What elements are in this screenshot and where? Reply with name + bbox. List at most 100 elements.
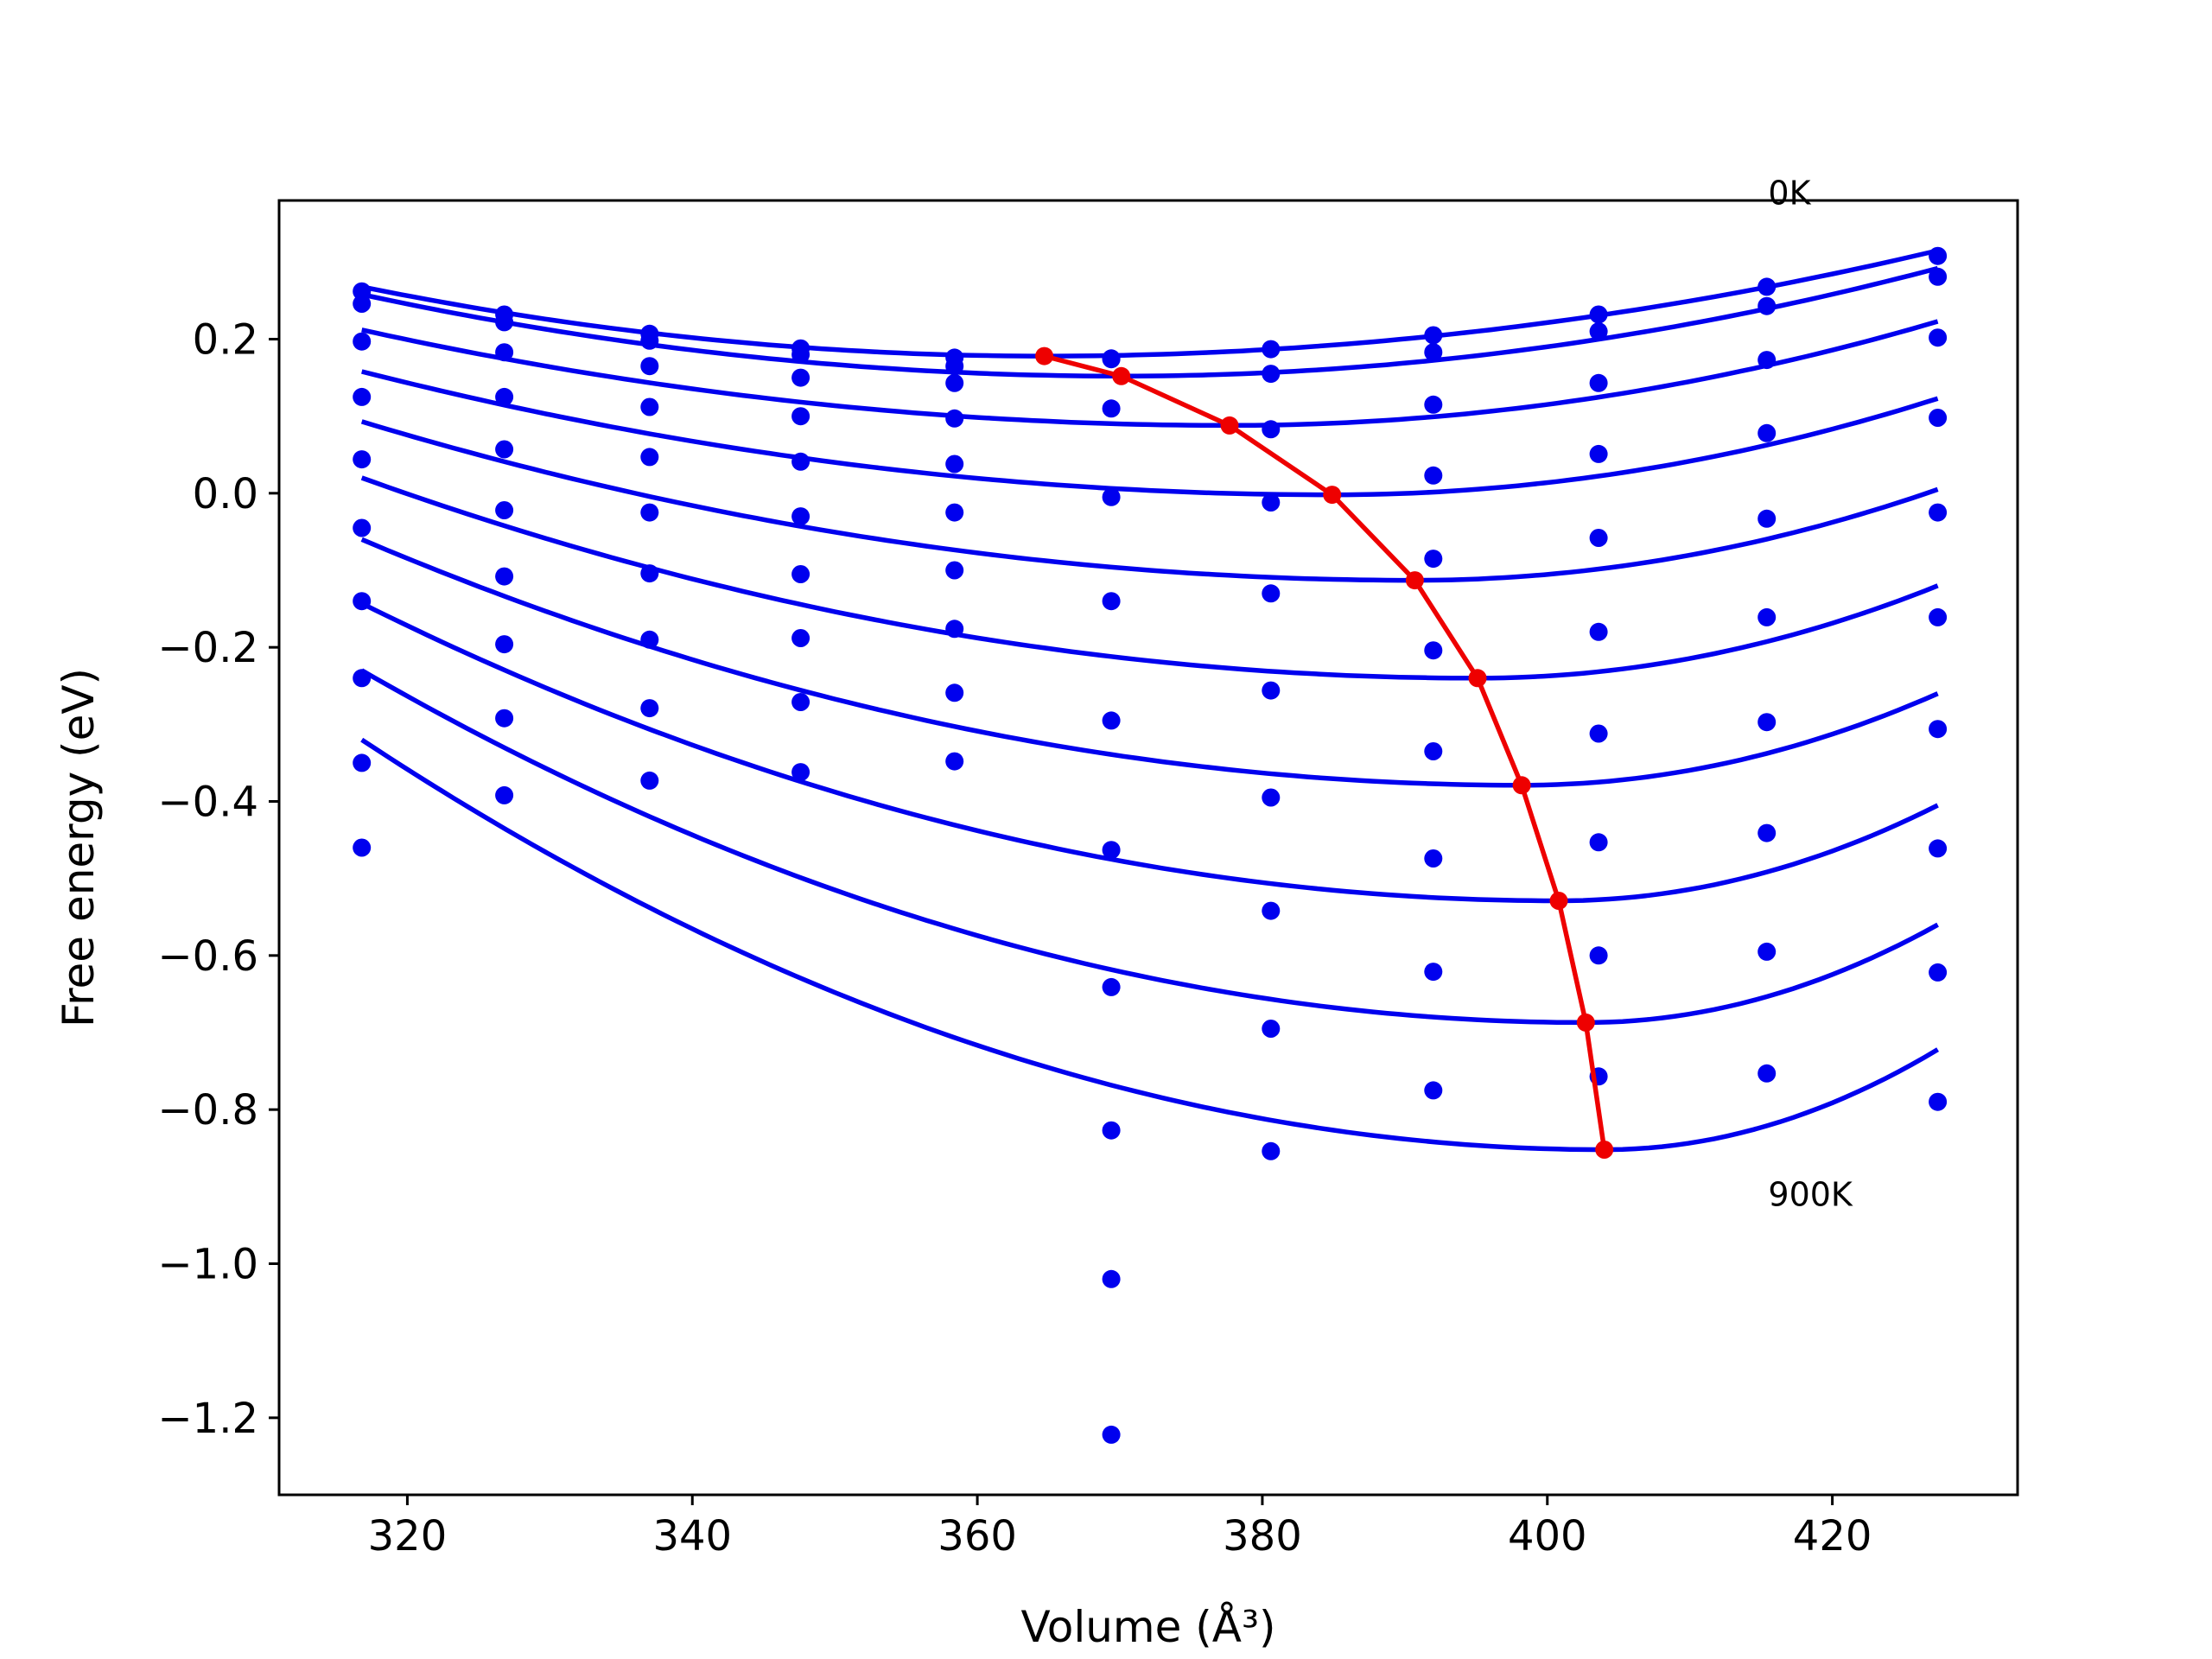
data-point bbox=[1102, 1425, 1121, 1444]
data-point bbox=[353, 332, 372, 351]
data-point bbox=[1929, 328, 1948, 347]
data-point bbox=[1424, 1081, 1443, 1100]
data-point bbox=[640, 699, 659, 718]
data-point bbox=[1102, 399, 1121, 418]
fit-curve-9 bbox=[360, 737, 1940, 1153]
data-point bbox=[791, 368, 810, 387]
fit-curve-7 bbox=[360, 601, 1939, 904]
data-point bbox=[791, 693, 810, 711]
data-point bbox=[1424, 963, 1443, 982]
data-point bbox=[495, 387, 514, 406]
y-tick-label: 0.2 bbox=[193, 316, 258, 365]
data-point bbox=[945, 561, 964, 580]
data-point bbox=[640, 503, 659, 522]
data-point bbox=[1102, 592, 1121, 611]
data-point bbox=[1758, 351, 1777, 370]
data-point bbox=[1929, 1092, 1948, 1111]
fit-curve-2 bbox=[361, 319, 1939, 429]
plot-area bbox=[353, 246, 1948, 1444]
data-point bbox=[353, 838, 372, 857]
data-point bbox=[791, 507, 810, 526]
data-point bbox=[791, 763, 810, 782]
data-point bbox=[1424, 742, 1443, 760]
fit-curve-3 bbox=[361, 369, 1939, 498]
data-point bbox=[1102, 841, 1121, 860]
data-point bbox=[495, 313, 514, 332]
data-point bbox=[1424, 550, 1443, 569]
data-point bbox=[1424, 343, 1443, 362]
fit-curve-8 bbox=[360, 668, 1939, 1026]
y-tick-label: −1.2 bbox=[157, 1395, 258, 1443]
data-point bbox=[1102, 349, 1121, 368]
y-tick-label: −0.6 bbox=[157, 932, 258, 981]
equilibrium-point bbox=[1549, 892, 1568, 910]
data-point bbox=[1758, 1064, 1777, 1083]
data-point bbox=[791, 452, 810, 471]
data-point bbox=[1424, 641, 1443, 660]
data-point bbox=[353, 669, 372, 688]
data-point bbox=[1758, 423, 1777, 442]
y-axis-label: Free energy (eV) bbox=[54, 668, 104, 1027]
y-tick-label: −0.4 bbox=[157, 779, 258, 827]
data-point bbox=[1929, 607, 1948, 626]
data-point bbox=[1589, 444, 1608, 463]
data-point bbox=[1758, 713, 1777, 732]
fit-curve-6 bbox=[360, 537, 1939, 788]
data-point bbox=[495, 567, 514, 586]
data-point bbox=[495, 501, 514, 519]
x-tick-label: 380 bbox=[1223, 1512, 1302, 1560]
data-point bbox=[1929, 839, 1948, 858]
data-point bbox=[1929, 267, 1948, 286]
data-point bbox=[1929, 246, 1948, 265]
data-point bbox=[1102, 977, 1121, 996]
data-point bbox=[1262, 1020, 1281, 1038]
equilibrium-point bbox=[1576, 1013, 1595, 1032]
fit-curve-5 bbox=[360, 475, 1939, 681]
equilibrium-point bbox=[1112, 366, 1131, 385]
data-point bbox=[945, 752, 964, 771]
data-point bbox=[1262, 365, 1281, 384]
data-point bbox=[1758, 823, 1777, 842]
y-tick-label: −0.2 bbox=[157, 624, 258, 672]
data-point bbox=[1424, 849, 1443, 868]
data-point bbox=[945, 454, 964, 474]
y-tick-label: 0.0 bbox=[193, 470, 258, 518]
x-tick-label: 400 bbox=[1508, 1512, 1587, 1560]
data-point bbox=[945, 503, 964, 522]
data-point bbox=[495, 785, 514, 804]
data-point bbox=[495, 343, 514, 362]
data-point bbox=[1589, 833, 1608, 852]
data-point bbox=[353, 753, 372, 772]
fit-curve-0 bbox=[361, 248, 1939, 359]
data-point bbox=[495, 440, 514, 459]
data-point bbox=[1262, 420, 1281, 439]
data-point bbox=[945, 683, 964, 702]
equilibrium-point bbox=[1220, 416, 1239, 435]
data-point bbox=[353, 518, 372, 537]
y-tick-label: −0.8 bbox=[157, 1086, 258, 1135]
data-point bbox=[1929, 409, 1948, 427]
data-point bbox=[945, 357, 964, 376]
axis-ticks: 320 340 360 380 400 420 0.2 0.0 −0.2 −0.4 −0.6 −0.8… bbox=[157, 316, 1872, 1561]
x-tick-label: 320 bbox=[368, 1512, 448, 1560]
data-point bbox=[495, 709, 514, 728]
data-point bbox=[1424, 326, 1443, 345]
data-point bbox=[1262, 788, 1281, 807]
data-point bbox=[1589, 529, 1608, 547]
data-point bbox=[1262, 584, 1281, 603]
data-point bbox=[1102, 711, 1121, 730]
data-point bbox=[353, 592, 372, 611]
data-point bbox=[1929, 720, 1948, 739]
data-point bbox=[640, 397, 659, 416]
data-point bbox=[1102, 1121, 1121, 1140]
equilibrium-point bbox=[1405, 571, 1424, 590]
data-point bbox=[640, 448, 659, 467]
data-point bbox=[1589, 322, 1608, 341]
data-point bbox=[1262, 493, 1281, 512]
data-point bbox=[945, 620, 964, 639]
x-tick-label: 340 bbox=[652, 1512, 732, 1560]
y-tick-label: −1.0 bbox=[157, 1241, 258, 1289]
x-tick-label: 360 bbox=[938, 1512, 1017, 1560]
data-point bbox=[945, 373, 964, 392]
